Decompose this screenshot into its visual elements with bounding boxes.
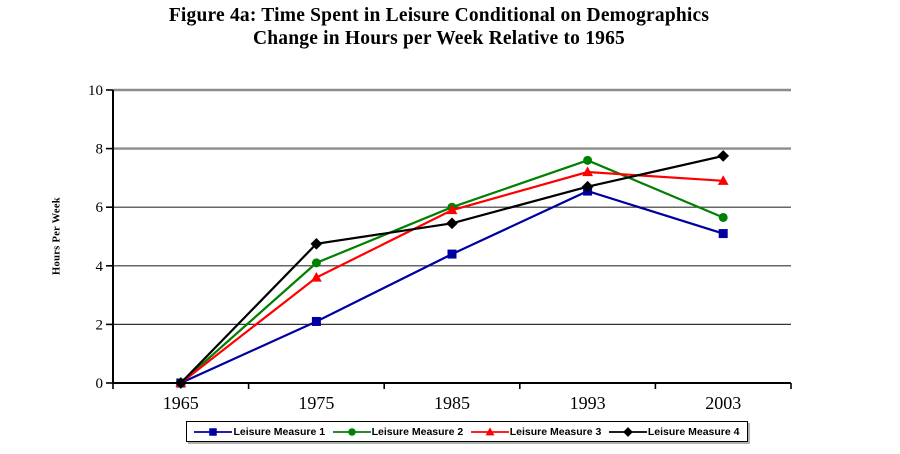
legend-swatch-marker (209, 427, 218, 436)
x-tick-label: 1985 (434, 393, 470, 413)
data-point-leisure-measure-3 (311, 271, 322, 282)
legend-label: Leisure Measure 4 (647, 425, 740, 438)
data-point-leisure-measure-1 (311, 316, 321, 326)
series-line-leisure-measure-2 (180, 159, 724, 384)
data-point-leisure-measure-4 (717, 150, 730, 162)
figure-title: Figure 4a: Time Spent in Leisure Conditi… (0, 4, 878, 50)
data-point-leisure-measure-4 (581, 180, 594, 193)
x-tick-label: 2003 (705, 393, 741, 413)
y-tick-label: 0 (96, 376, 104, 392)
data-point-leisure-measure-1 (447, 249, 457, 259)
plot-svg: 0 2 4 6 8 10 1965 1975 1985 1993 2003 (88, 83, 792, 413)
square-legend-swatch-icon (194, 427, 233, 436)
legend-swatch-marker (622, 426, 633, 437)
diamond-legend-swatch-icon (608, 426, 647, 437)
x-tick-label: 1975 (298, 393, 334, 413)
data-point-leisure-measure-1 (718, 229, 728, 239)
figure-title-line2: Change in Hours per Week Relative to 196… (252, 28, 626, 49)
legend-swatch-marker (485, 426, 495, 435)
legend-item-leisure-measure-1: Leisure Measure 1 (194, 426, 325, 438)
legend-item-leisure-measure-4: Leisure Measure 4 (608, 425, 740, 438)
figure-title-line1: Figure 4a: Time Spent in Leisure Conditi… (168, 5, 710, 26)
data-point-leisure-measure-2 (583, 155, 593, 165)
legend-label: Leisure Measure 2 (371, 425, 464, 438)
data-point-leisure-measure-4 (174, 377, 187, 389)
legend-label: Leisure Measure 1 (233, 425, 326, 438)
x-tick-label: 1993 (570, 393, 606, 413)
data-point-leisure-measure-2 (311, 258, 321, 268)
data-point-leisure-measure-4 (446, 217, 458, 230)
triangle-legend-swatch-icon (470, 426, 509, 435)
legend-label: Leisure Measure 3 (509, 425, 602, 438)
legend-item-leisure-measure-3: Leisure Measure 3 (470, 425, 602, 438)
y-tick-label: 10 (88, 83, 103, 99)
y-tick-label: 8 (96, 142, 104, 158)
data-point-leisure-measure-4 (310, 237, 323, 250)
y-tick-label: 4 (96, 259, 104, 275)
data-point-leisure-measure-3 (446, 204, 458, 215)
data-point-leisure-measure-3 (717, 175, 729, 185)
y-tick-label: 6 (96, 200, 104, 216)
legend-item-leisure-measure-2: Leisure Measure 2 (332, 425, 464, 438)
legend-box: Leisure Measure 1 Leisure Measure 2 Leisur… (186, 421, 748, 442)
x-tick-label: 1965 (163, 393, 199, 413)
legend-swatch-marker (347, 427, 356, 436)
series-line-leisure-measure-4 (180, 154, 724, 384)
circle-legend-swatch-icon (332, 427, 371, 436)
data-point-leisure-measure-3 (582, 166, 593, 177)
y-tick-label: 2 (96, 317, 104, 333)
data-point-leisure-measure-2 (718, 212, 728, 222)
